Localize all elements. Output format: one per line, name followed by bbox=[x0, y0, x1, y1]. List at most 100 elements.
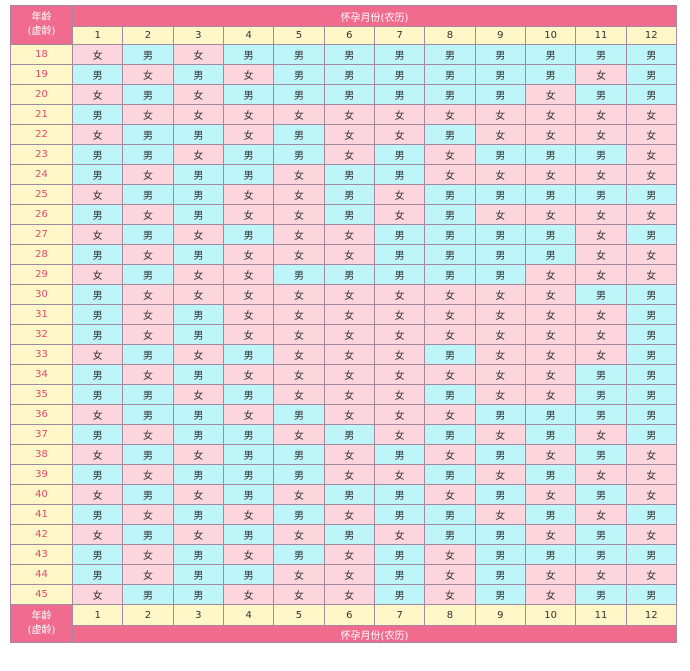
gender-cell: 女 bbox=[122, 464, 174, 485]
gender-cell: 女 bbox=[524, 484, 577, 505]
gender-cell: 女 bbox=[222, 584, 275, 605]
age-row: 35 男男女男女女女男女女男男 bbox=[10, 384, 677, 405]
gender-cell: 女 bbox=[373, 324, 426, 345]
gender-cell: 女 bbox=[524, 284, 577, 305]
gender-cell: 男 bbox=[71, 424, 124, 445]
gender-cell: 男 bbox=[273, 464, 325, 485]
gender-cell: 女 bbox=[424, 584, 476, 605]
gender-cell: 男 bbox=[222, 524, 275, 545]
gender-cell: 男 bbox=[71, 504, 124, 525]
gender-cell: 男 bbox=[122, 144, 174, 165]
gender-cell: 女 bbox=[323, 304, 375, 325]
age-row: 28 男女男女女女男男男男女女 bbox=[10, 244, 677, 265]
gender-cell: 男 bbox=[625, 224, 677, 245]
gender-cell: 女 bbox=[122, 544, 174, 565]
gender-cell: 女 bbox=[71, 44, 124, 65]
gender-cell: 女 bbox=[474, 104, 526, 125]
age-row: 18 女男女男男男男男男男男男 bbox=[10, 44, 677, 65]
age-footer: 年龄 (虚龄) bbox=[10, 604, 73, 643]
gender-cell: 男 bbox=[71, 144, 124, 165]
gender-cell: 女 bbox=[424, 104, 476, 125]
gender-cell: 男 bbox=[524, 404, 577, 425]
gender-cell: 男 bbox=[373, 164, 426, 185]
month-footer-cell: 4 bbox=[222, 604, 275, 626]
gender-cell: 男 bbox=[424, 464, 476, 485]
age-row: 31 男女男女女女女女女女女男 bbox=[10, 304, 677, 325]
age-row: 20 女男女男男男男男男女男男 bbox=[10, 84, 677, 105]
gender-cell: 男 bbox=[71, 364, 124, 385]
gender-cell: 男 bbox=[373, 144, 426, 165]
gender-cell: 男 bbox=[122, 484, 174, 505]
gender-cell: 女 bbox=[71, 584, 124, 605]
gender-cell: 男 bbox=[373, 264, 426, 285]
gender-cell: 男 bbox=[524, 544, 577, 565]
age-cell: 21 bbox=[10, 104, 73, 125]
gender-cell: 男 bbox=[625, 184, 677, 205]
gender-cell: 男 bbox=[222, 164, 275, 185]
gender-cell: 女 bbox=[273, 424, 325, 445]
gender-cell: 女 bbox=[474, 504, 526, 525]
gender-cell: 男 bbox=[625, 584, 677, 605]
gender-cell: 男 bbox=[222, 84, 275, 105]
gender-cell: 男 bbox=[222, 564, 275, 585]
month-header-cell: 3 bbox=[172, 26, 224, 45]
age-footer-line2: (虚龄) bbox=[27, 624, 56, 636]
gender-cell: 女 bbox=[424, 444, 476, 465]
gender-cell: 女 bbox=[424, 324, 476, 345]
gender-cell: 女 bbox=[222, 284, 275, 305]
gender-cell: 女 bbox=[474, 124, 526, 145]
gender-cell: 女 bbox=[172, 84, 224, 105]
gender-cell: 男 bbox=[373, 564, 426, 585]
gender-cell: 男 bbox=[625, 384, 677, 405]
gender-cell: 男 bbox=[273, 84, 325, 105]
gender-cell: 男 bbox=[424, 84, 476, 105]
gender-cell: 女 bbox=[273, 104, 325, 125]
age-row: 37 男女男男女男女男女男女男 bbox=[10, 424, 677, 445]
gender-cell: 女 bbox=[575, 164, 627, 185]
gender-cell: 女 bbox=[122, 424, 174, 445]
gender-cell: 女 bbox=[222, 544, 275, 565]
gender-cell: 男 bbox=[524, 424, 577, 445]
gender-cell: 男 bbox=[122, 44, 174, 65]
gender-cell: 男 bbox=[474, 444, 526, 465]
gender-cell: 女 bbox=[172, 484, 224, 505]
gender-cell: 女 bbox=[424, 164, 476, 185]
gender-cell: 男 bbox=[71, 104, 124, 125]
gender-cell: 女 bbox=[273, 384, 325, 405]
gender-cell: 女 bbox=[323, 124, 375, 145]
age-cell: 28 bbox=[10, 244, 73, 265]
gender-cell: 男 bbox=[474, 144, 526, 165]
gender-cell: 女 bbox=[273, 584, 325, 605]
gender-cell: 女 bbox=[625, 124, 677, 145]
gender-cell: 男 bbox=[625, 504, 677, 525]
gender-cell: 女 bbox=[524, 304, 577, 325]
age-cell: 32 bbox=[10, 324, 73, 345]
gender-cell: 男 bbox=[625, 364, 677, 385]
gender-cell: 男 bbox=[474, 484, 526, 505]
gender-cell: 女 bbox=[524, 564, 577, 585]
gender-cell: 男 bbox=[625, 404, 677, 425]
gender-cell: 男 bbox=[222, 444, 275, 465]
age-row: 43 男女男女男女男女男男男男 bbox=[10, 544, 677, 565]
gender-cell: 男 bbox=[172, 324, 224, 345]
gender-cell: 男 bbox=[172, 504, 224, 525]
gender-cell: 男 bbox=[122, 224, 174, 245]
gender-cell: 女 bbox=[575, 464, 627, 485]
gender-cell: 女 bbox=[172, 224, 224, 245]
gender-cell: 女 bbox=[273, 184, 325, 205]
gender-cell: 女 bbox=[575, 244, 627, 265]
gender-cell: 男 bbox=[373, 504, 426, 525]
gender-table: 年龄 (虚龄) 怀孕月份(农历) 1 2 3 4 5 6 7 8 9 10 11 12 18 女男女男男… bbox=[10, 5, 677, 643]
gender-cell: 女 bbox=[474, 364, 526, 385]
gender-cell: 男 bbox=[273, 44, 325, 65]
gender-cell: 男 bbox=[122, 584, 174, 605]
gender-cell: 男 bbox=[575, 384, 627, 405]
gender-cell: 男 bbox=[625, 84, 677, 105]
footer-month-row: 年龄 (虚龄) 1 2 3 4 5 6 7 8 9 10 11 12 bbox=[10, 604, 677, 643]
age-row: 27 女男女男女女男男男男女男 bbox=[10, 224, 677, 245]
gender-cell: 女 bbox=[524, 84, 577, 105]
age-cell: 30 bbox=[10, 284, 73, 305]
gender-cell: 女 bbox=[524, 164, 577, 185]
gender-cell: 女 bbox=[71, 184, 124, 205]
gender-cell: 男 bbox=[222, 484, 275, 505]
